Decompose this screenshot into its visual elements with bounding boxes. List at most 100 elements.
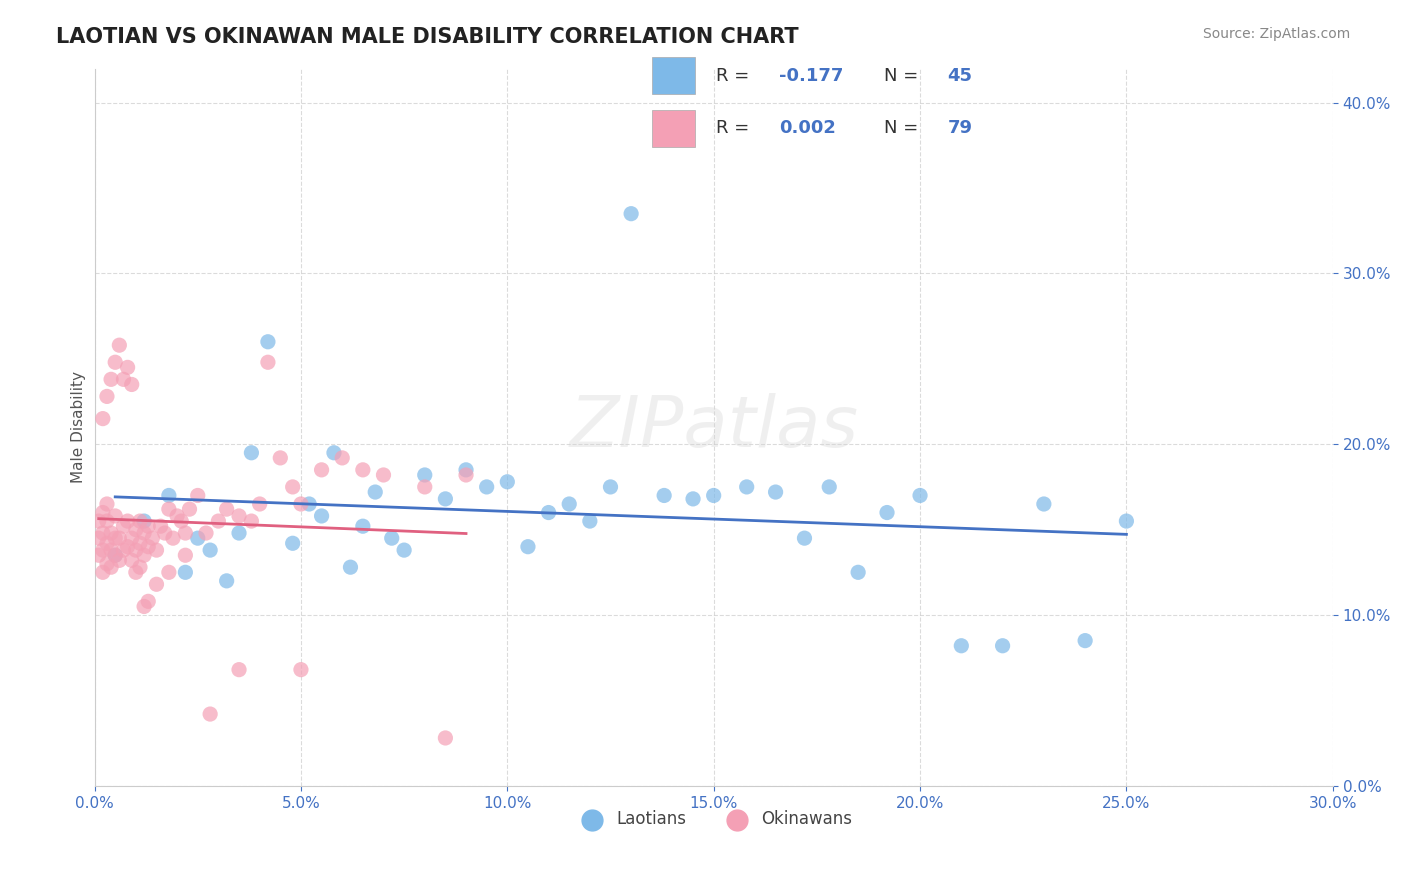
Point — [373, 467, 395, 482]
Point — [257, 355, 280, 369]
Point — [132, 599, 155, 614]
Point — [136, 540, 159, 554]
Bar — [652, 57, 695, 95]
Point — [323, 446, 346, 460]
Point — [240, 514, 263, 528]
Point — [179, 502, 201, 516]
Point — [413, 480, 436, 494]
Point — [311, 508, 333, 523]
Point — [1074, 633, 1097, 648]
Point — [136, 519, 159, 533]
Point — [228, 508, 250, 523]
Point — [170, 514, 193, 528]
Point — [908, 488, 931, 502]
Point — [112, 372, 135, 386]
Point — [129, 560, 152, 574]
Point — [117, 360, 139, 375]
Point — [846, 566, 869, 580]
Point — [454, 463, 477, 477]
Point — [991, 639, 1014, 653]
Point — [125, 566, 148, 580]
Point — [91, 543, 114, 558]
Point — [145, 577, 167, 591]
Point — [1115, 514, 1137, 528]
Point — [129, 536, 152, 550]
Point — [100, 526, 122, 541]
Point — [87, 548, 110, 562]
Point — [682, 491, 704, 506]
Point — [537, 506, 560, 520]
Text: 45: 45 — [948, 67, 973, 85]
Point — [793, 531, 815, 545]
Text: R =: R = — [716, 120, 755, 137]
Point — [352, 519, 374, 533]
Point — [100, 560, 122, 574]
Point — [950, 639, 973, 653]
Point — [129, 514, 152, 528]
Point — [174, 526, 197, 541]
Point — [91, 566, 114, 580]
Point — [117, 540, 139, 554]
Point — [516, 540, 538, 554]
Point — [579, 514, 602, 528]
Point — [620, 207, 643, 221]
Point — [454, 467, 477, 482]
Point — [117, 514, 139, 528]
Point — [132, 548, 155, 562]
Point — [1032, 497, 1054, 511]
Point — [249, 497, 271, 511]
Point — [108, 553, 131, 567]
Point — [121, 377, 143, 392]
Point — [215, 574, 238, 588]
Point — [765, 485, 787, 500]
Point — [153, 526, 176, 541]
Point — [91, 411, 114, 425]
Point — [392, 543, 415, 558]
Point — [96, 497, 118, 511]
Point — [187, 531, 209, 545]
Point — [339, 560, 361, 574]
Point — [112, 519, 135, 533]
Point — [187, 488, 209, 502]
Point — [174, 566, 197, 580]
Text: N =: N = — [884, 67, 924, 85]
Text: R =: R = — [716, 67, 755, 85]
Point — [162, 531, 184, 545]
Point — [121, 531, 143, 545]
Point — [157, 566, 180, 580]
Point — [132, 514, 155, 528]
Text: 79: 79 — [948, 120, 973, 137]
Point — [290, 497, 312, 511]
Text: -0.177: -0.177 — [779, 67, 844, 85]
Point — [207, 514, 229, 528]
Point — [652, 488, 675, 502]
Point — [100, 543, 122, 558]
Point — [121, 553, 143, 567]
Bar — [652, 110, 695, 146]
Point — [112, 543, 135, 558]
Point — [281, 480, 304, 494]
Point — [269, 450, 291, 465]
Point — [364, 485, 387, 500]
Point — [141, 531, 163, 545]
Point — [703, 488, 725, 502]
Point — [228, 663, 250, 677]
Point — [735, 480, 758, 494]
Point — [174, 548, 197, 562]
Point — [257, 334, 280, 349]
Text: LAOTIAN VS OKINAWAN MALE DISABILITY CORRELATION CHART: LAOTIAN VS OKINAWAN MALE DISABILITY CORR… — [56, 27, 799, 46]
Text: Source: ZipAtlas.com: Source: ZipAtlas.com — [1202, 27, 1350, 41]
Point — [91, 526, 114, 541]
Point — [298, 497, 321, 511]
Point — [215, 502, 238, 516]
Y-axis label: Male Disability: Male Disability — [72, 371, 86, 483]
Point — [104, 355, 127, 369]
Point — [96, 536, 118, 550]
Point — [198, 543, 221, 558]
Point — [413, 467, 436, 482]
Point — [149, 519, 172, 533]
Point — [104, 508, 127, 523]
Point — [475, 480, 498, 494]
Text: N =: N = — [884, 120, 924, 137]
Point — [240, 446, 263, 460]
